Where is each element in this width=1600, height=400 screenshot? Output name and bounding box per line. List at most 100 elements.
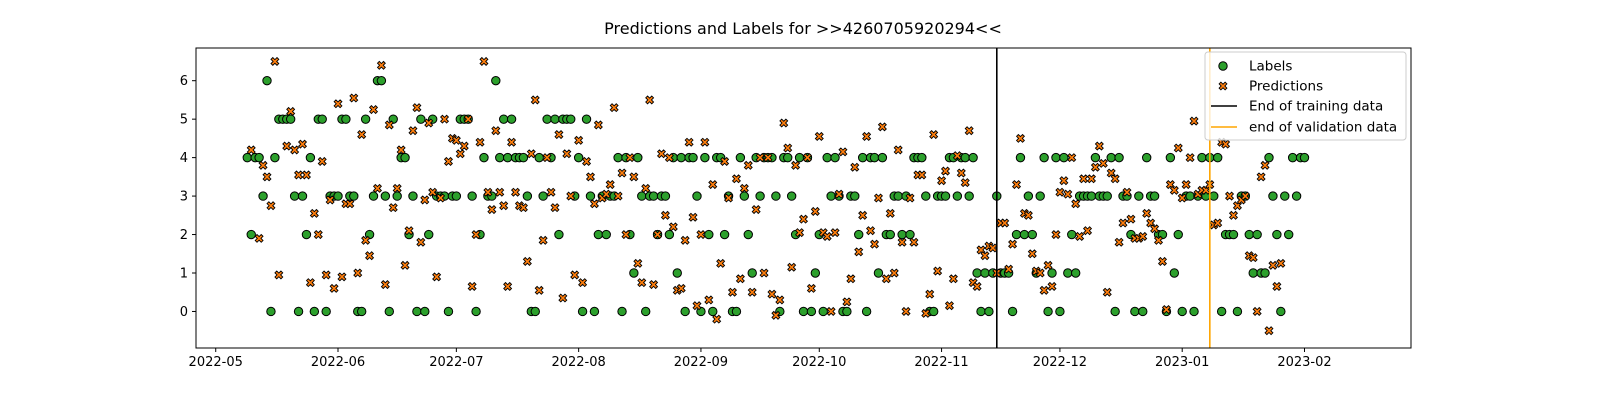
label-point [783, 152, 793, 163]
prediction-point [562, 149, 572, 159]
label-point [660, 191, 671, 201]
legend-labels-marker [1218, 61, 1228, 71]
prediction-point [1240, 191, 1250, 201]
prediction-point [716, 258, 726, 268]
label-point [1189, 306, 1199, 317]
prediction-point [980, 251, 990, 261]
label-point [637, 191, 647, 201]
label-point [266, 306, 276, 317]
prediction-point [952, 151, 962, 161]
label-point [798, 306, 809, 317]
prediction-point [1039, 285, 1049, 295]
label-point [1169, 268, 1180, 278]
label-point [1055, 306, 1065, 317]
prediction-point [357, 130, 367, 140]
prediction-point [842, 297, 852, 307]
label-point [1007, 306, 1018, 317]
prediction-point [802, 153, 812, 163]
prediction-point [286, 106, 296, 116]
prediction-point [1114, 237, 1124, 247]
prediction-point [735, 274, 745, 284]
y-tick-label: 3 [180, 190, 188, 205]
label-point [1252, 229, 1262, 240]
prediction-point [609, 103, 619, 113]
prediction-point [830, 228, 840, 238]
prediction-point [1090, 162, 1100, 172]
prediction-point [380, 280, 390, 290]
y-tick-label: 0 [180, 305, 188, 320]
prediction-point [495, 187, 505, 197]
prediction-point [621, 230, 631, 240]
x-tick-label: 2022-09 [674, 355, 728, 370]
prediction-point [1086, 174, 1097, 184]
label-point [976, 306, 986, 317]
label-point [704, 229, 714, 240]
prediction-point [727, 287, 738, 297]
label-point [542, 114, 552, 124]
prediction-point [649, 280, 659, 290]
prediction-point [443, 156, 454, 166]
prediction-point [783, 143, 793, 153]
prediction-point [1150, 224, 1160, 234]
label-point [349, 191, 359, 201]
prediction-point [972, 281, 982, 291]
y-tick-label: 1 [180, 267, 188, 282]
plot-area [242, 48, 1310, 348]
x-tick-label: 2022-08 [551, 355, 605, 370]
prediction-point [854, 247, 864, 257]
prediction-point [530, 95, 540, 105]
prediction-point [1142, 208, 1152, 218]
prediction-point [1008, 239, 1018, 249]
legend-entry-label: Predictions [1249, 79, 1323, 95]
prediction-point [404, 226, 414, 236]
label-point [633, 152, 643, 163]
prediction-point [956, 168, 966, 178]
prediction-point [779, 118, 789, 128]
prediction-point [479, 56, 489, 66]
prediction-point [1181, 180, 1191, 190]
prediction-point [700, 137, 710, 147]
label-point [964, 191, 974, 201]
prediction-point [1228, 210, 1239, 220]
prediction-point [869, 239, 880, 249]
prediction-point [787, 262, 797, 272]
y-tick-label: 2 [180, 228, 188, 243]
plot-frame [195, 47, 1412, 349]
label-point [408, 191, 418, 201]
x-tick-label: 2022-06 [311, 355, 365, 370]
label-point [629, 268, 639, 278]
prediction-point [925, 289, 935, 299]
prediction-point [708, 180, 718, 190]
x-tick-label: 2022-07 [429, 355, 483, 370]
chart-title: Predictions and Labels for >>42607059202… [604, 19, 1002, 38]
prediction-point [274, 270, 284, 280]
label-point [589, 306, 600, 317]
y-tick-label: 5 [180, 113, 188, 128]
prediction-point [1051, 230, 1061, 240]
prediction-point [282, 141, 292, 151]
label-point [498, 114, 509, 124]
y-tick-label: 4 [180, 151, 188, 166]
prediction-point [246, 145, 256, 155]
prediction-point [917, 170, 927, 180]
prediction-point [297, 139, 308, 149]
label-point [917, 152, 927, 163]
label-point [1011, 229, 1022, 240]
label-point [246, 229, 256, 240]
label-point [412, 306, 422, 317]
prediction-point [822, 231, 832, 241]
prediction-point [1173, 143, 1183, 153]
prediction-point [858, 210, 868, 220]
label-point [518, 152, 529, 163]
prediction-point [601, 189, 611, 199]
label-point [692, 191, 702, 201]
x-tick-label: 2022-10 [792, 355, 846, 370]
label-point [897, 229, 907, 240]
prediction-point [1169, 185, 1179, 195]
prediction-point [1082, 226, 1093, 236]
prediction-point [826, 306, 836, 316]
prediction-point [724, 193, 734, 203]
label-point [254, 152, 264, 163]
label-point [972, 268, 982, 278]
prediction-point [593, 120, 603, 130]
